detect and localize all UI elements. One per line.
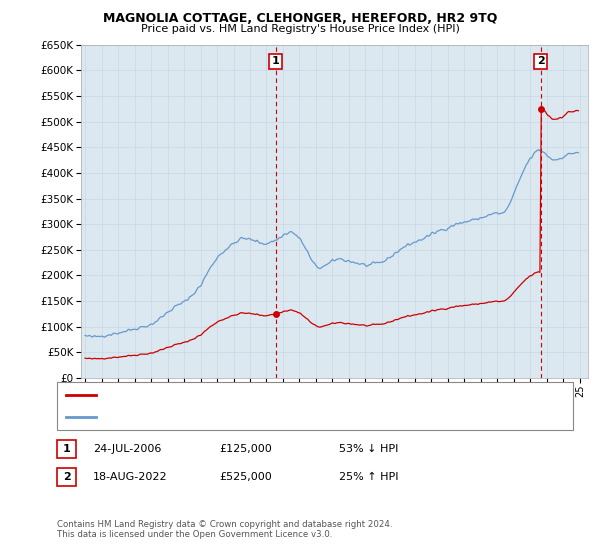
Text: 18-AUG-2022: 18-AUG-2022	[93, 472, 167, 482]
Text: £125,000: £125,000	[219, 444, 272, 454]
Text: 2: 2	[537, 57, 545, 67]
Text: 25% ↑ HPI: 25% ↑ HPI	[339, 472, 398, 482]
Text: HPI: Average price, detached house, Herefordshire: HPI: Average price, detached house, Here…	[100, 412, 347, 422]
Text: 1: 1	[272, 57, 280, 67]
Text: Contains HM Land Registry data © Crown copyright and database right 2024.
This d: Contains HM Land Registry data © Crown c…	[57, 520, 392, 539]
Text: Price paid vs. HM Land Registry's House Price Index (HPI): Price paid vs. HM Land Registry's House …	[140, 24, 460, 34]
Text: MAGNOLIA COTTAGE, CLEHONGER, HEREFORD, HR2 9TQ (detached house): MAGNOLIA COTTAGE, CLEHONGER, HEREFORD, H…	[100, 390, 468, 400]
Text: 24-JUL-2006: 24-JUL-2006	[93, 444, 161, 454]
Text: £525,000: £525,000	[219, 472, 272, 482]
Text: MAGNOLIA COTTAGE, CLEHONGER, HEREFORD, HR2 9TQ: MAGNOLIA COTTAGE, CLEHONGER, HEREFORD, H…	[103, 12, 497, 25]
Text: 53% ↓ HPI: 53% ↓ HPI	[339, 444, 398, 454]
Text: 1: 1	[63, 444, 70, 454]
Text: 2: 2	[63, 472, 70, 482]
